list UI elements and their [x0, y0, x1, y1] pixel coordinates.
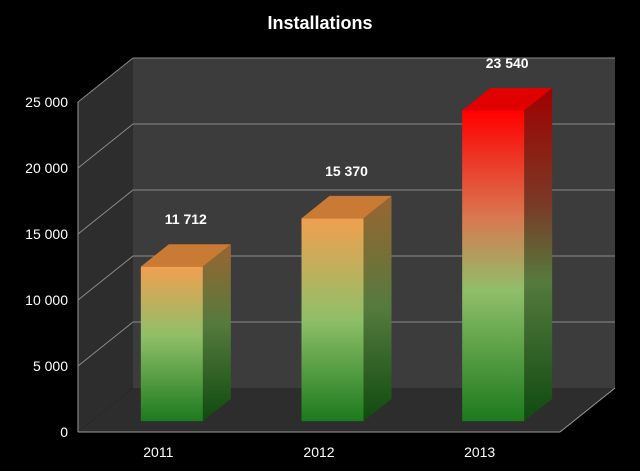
- bar-2012: [301, 195, 392, 422]
- y-tick-label: 20 000: [25, 160, 68, 176]
- y-tick-label: 0: [60, 424, 68, 440]
- gridline: [77, 321, 615, 367]
- y-axis-ticks: 0 5 000 10 000 15 000 20 000 25 000: [25, 94, 68, 440]
- bar-side: [202, 244, 231, 422]
- y-tick-label: 15 000: [25, 226, 68, 242]
- x-tick-label: 2012: [303, 444, 334, 460]
- floor-front-edge: [559, 387, 616, 433]
- chart-title: Installations: [267, 13, 372, 33]
- bar-2013: [462, 88, 553, 422]
- bar-front: [301, 218, 364, 422]
- data-labels: 11 712 15 370 23 540: [165, 55, 529, 227]
- bar-front: [462, 110, 525, 422]
- bar-top: [301, 195, 392, 219]
- gridlines: [77, 57, 615, 367]
- bar-side: [524, 88, 553, 422]
- x-tick-label: 2011: [143, 444, 173, 460]
- data-label: 11 712: [165, 211, 207, 227]
- bar-side: [363, 195, 392, 422]
- bars: [140, 88, 553, 422]
- gridline: [77, 123, 615, 169]
- gridline: [77, 189, 615, 235]
- side-wall: [78, 58, 133, 432]
- bar-top: [462, 88, 553, 111]
- data-label: 15 370: [325, 163, 368, 179]
- y-tick-label: 10 000: [25, 292, 68, 308]
- y-tick-label: 25 000: [25, 94, 68, 110]
- y-tick-label: 5 000: [33, 358, 68, 374]
- x-axis-ticks: 2011 2012 2013: [143, 444, 495, 460]
- x-tick-label: 2013: [464, 444, 495, 460]
- gridline: [77, 57, 615, 103]
- bar-2011: [140, 244, 231, 422]
- gridline: [77, 255, 615, 301]
- data-label: 23 540: [486, 55, 529, 71]
- bar-top: [140, 244, 231, 267]
- bar-front: [140, 266, 203, 422]
